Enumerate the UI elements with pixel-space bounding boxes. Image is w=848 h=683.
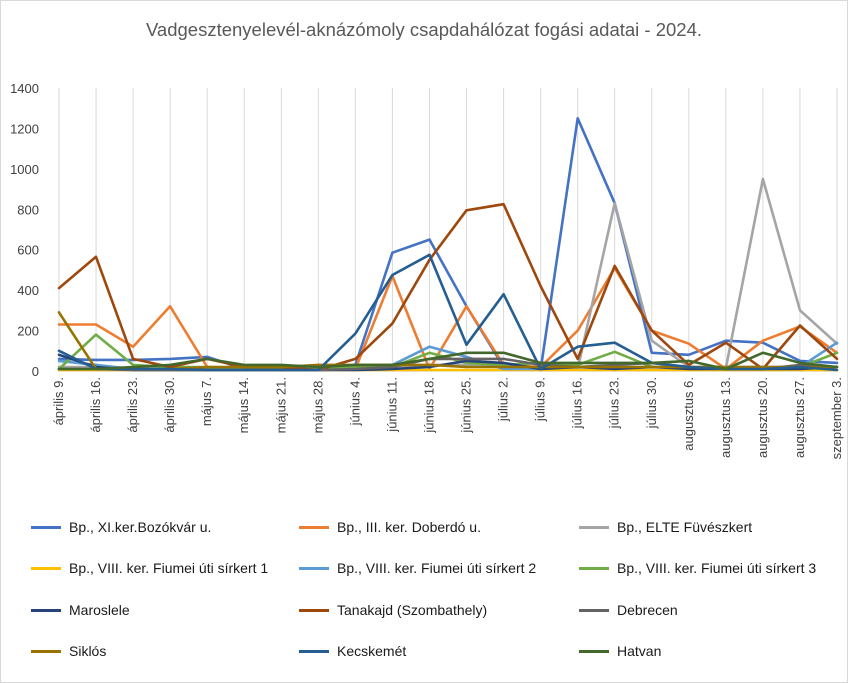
line-chart-plot: 0 200 400 600 800 1000 1200 1400 április 9. ápril… xyxy=(10,81,844,459)
legend-item: Bp., VIII. ker. Fiumei úti sírkert 1 xyxy=(31,560,268,576)
legend-item: Bp., XI.ker.Bozókvár u. xyxy=(31,519,211,535)
legend-item: Bp., VIII. ker. Fiumei úti sírkert 3 xyxy=(579,560,816,576)
legend-item: Hatvan xyxy=(579,643,661,659)
legend-label: Bp., III. ker. Doberdó u. xyxy=(337,519,481,535)
series-line-1 xyxy=(57,117,839,372)
legend-label: Bp., ELTE Füvészkert xyxy=(617,519,753,535)
legend-label: Maroslele xyxy=(69,602,130,618)
y-tick-label: 600 xyxy=(17,243,39,258)
legend-item: Siklós xyxy=(31,643,106,659)
chart-legend: Bp., XI.ker.Bozókvár u. Bp., III. ker. Do… xyxy=(31,511,841,681)
chart-title: Vadgesztenyelevél-aknázómoly csapdahálóz… xyxy=(145,19,703,40)
legend-item: Kecskemét xyxy=(299,643,406,659)
legend-item: Bp., VIII. ker. Fiumei úti sírkert 2 xyxy=(299,560,536,576)
x-tick-label: június 25. xyxy=(459,377,474,434)
series-line-10 xyxy=(57,311,839,371)
legend-item: Bp., III. ker. Doberdó u. xyxy=(299,519,481,535)
legend-label: Hatvan xyxy=(617,643,662,659)
x-tick-label: június 4. xyxy=(347,377,362,426)
x-tick-label: augusztus 20. xyxy=(755,377,770,458)
legend-item: Maroslele xyxy=(31,602,130,618)
series-line-11 xyxy=(57,253,839,372)
x-tick-label: május 7. xyxy=(199,377,214,426)
legend-label: Tanakajd (Szombathely) xyxy=(337,602,488,618)
x-tick-label: július 9. xyxy=(533,377,548,422)
legend-label: Siklós xyxy=(69,643,107,659)
legend-label: Kecskemét xyxy=(337,643,407,659)
legend-swatch xyxy=(31,525,61,529)
x-tick-label: július 23. xyxy=(607,377,622,429)
x-tick-label: június 18. xyxy=(421,377,436,434)
legend-swatch xyxy=(299,608,329,612)
legend-label: Bp., VIII. ker. Fiumei úti sírkert 1 xyxy=(69,560,269,576)
legend-item: Debrecen xyxy=(579,602,678,618)
legend-swatch xyxy=(579,525,609,529)
x-tick-label: május 14. xyxy=(236,377,251,433)
x-tick-label: április 23. xyxy=(125,377,140,433)
x-tick-label: április 16. xyxy=(88,377,103,433)
x-tick-label: május 28. xyxy=(310,377,325,433)
legend-swatch xyxy=(31,608,61,612)
x-tick-label: július 2. xyxy=(496,377,511,422)
y-tick-label: 200 xyxy=(17,324,39,339)
legend-swatch xyxy=(579,608,609,612)
series-line-2 xyxy=(57,266,839,372)
legend-swatch xyxy=(579,649,609,653)
legend-label: Bp., XI.ker.Bozókvár u. xyxy=(69,519,212,535)
x-tick-label: április 30. xyxy=(162,377,177,433)
legend-swatch xyxy=(299,525,329,529)
x-tick-label: július 16. xyxy=(570,377,585,429)
y-tick-label: 0 xyxy=(32,364,39,379)
x-tick-label: augusztus 13. xyxy=(718,377,733,458)
x-tick-label: április 9. xyxy=(51,377,66,425)
legend-label: Bp., VIII. ker. Fiumei úti sírkert 3 xyxy=(617,560,817,576)
x-tick-label: augusztus 27. xyxy=(792,377,807,458)
legend-swatch xyxy=(299,649,329,653)
legend-swatch xyxy=(579,566,609,570)
legend-label: Bp., VIII. ker. Fiumei úti sírkert 2 xyxy=(337,560,537,576)
legend-item: Bp., ELTE Füvészkert xyxy=(579,519,752,535)
legend-swatch xyxy=(31,649,61,653)
series-line-12 xyxy=(57,351,839,371)
y-tick-label: 400 xyxy=(17,283,39,298)
x-tick-label: június 11. xyxy=(384,377,399,433)
x-tick-label: július 30. xyxy=(644,377,659,429)
y-tick-label: 1200 xyxy=(10,121,39,136)
legend-swatch xyxy=(299,566,329,570)
legend-item: Tanakajd (Szombathely) xyxy=(299,602,487,618)
x-tick-label: május 21. xyxy=(273,377,288,433)
x-tick-label: augusztus 6. xyxy=(681,377,696,451)
y-tick-label: 1400 xyxy=(10,81,39,96)
legend-swatch xyxy=(31,566,61,570)
y-tick-label: 800 xyxy=(17,202,39,217)
x-tick-label: szeptember 3. xyxy=(829,377,844,459)
y-tick-label: 1000 xyxy=(10,162,39,177)
series-line-8 xyxy=(57,202,839,372)
legend-label: Debrecen xyxy=(617,602,678,618)
